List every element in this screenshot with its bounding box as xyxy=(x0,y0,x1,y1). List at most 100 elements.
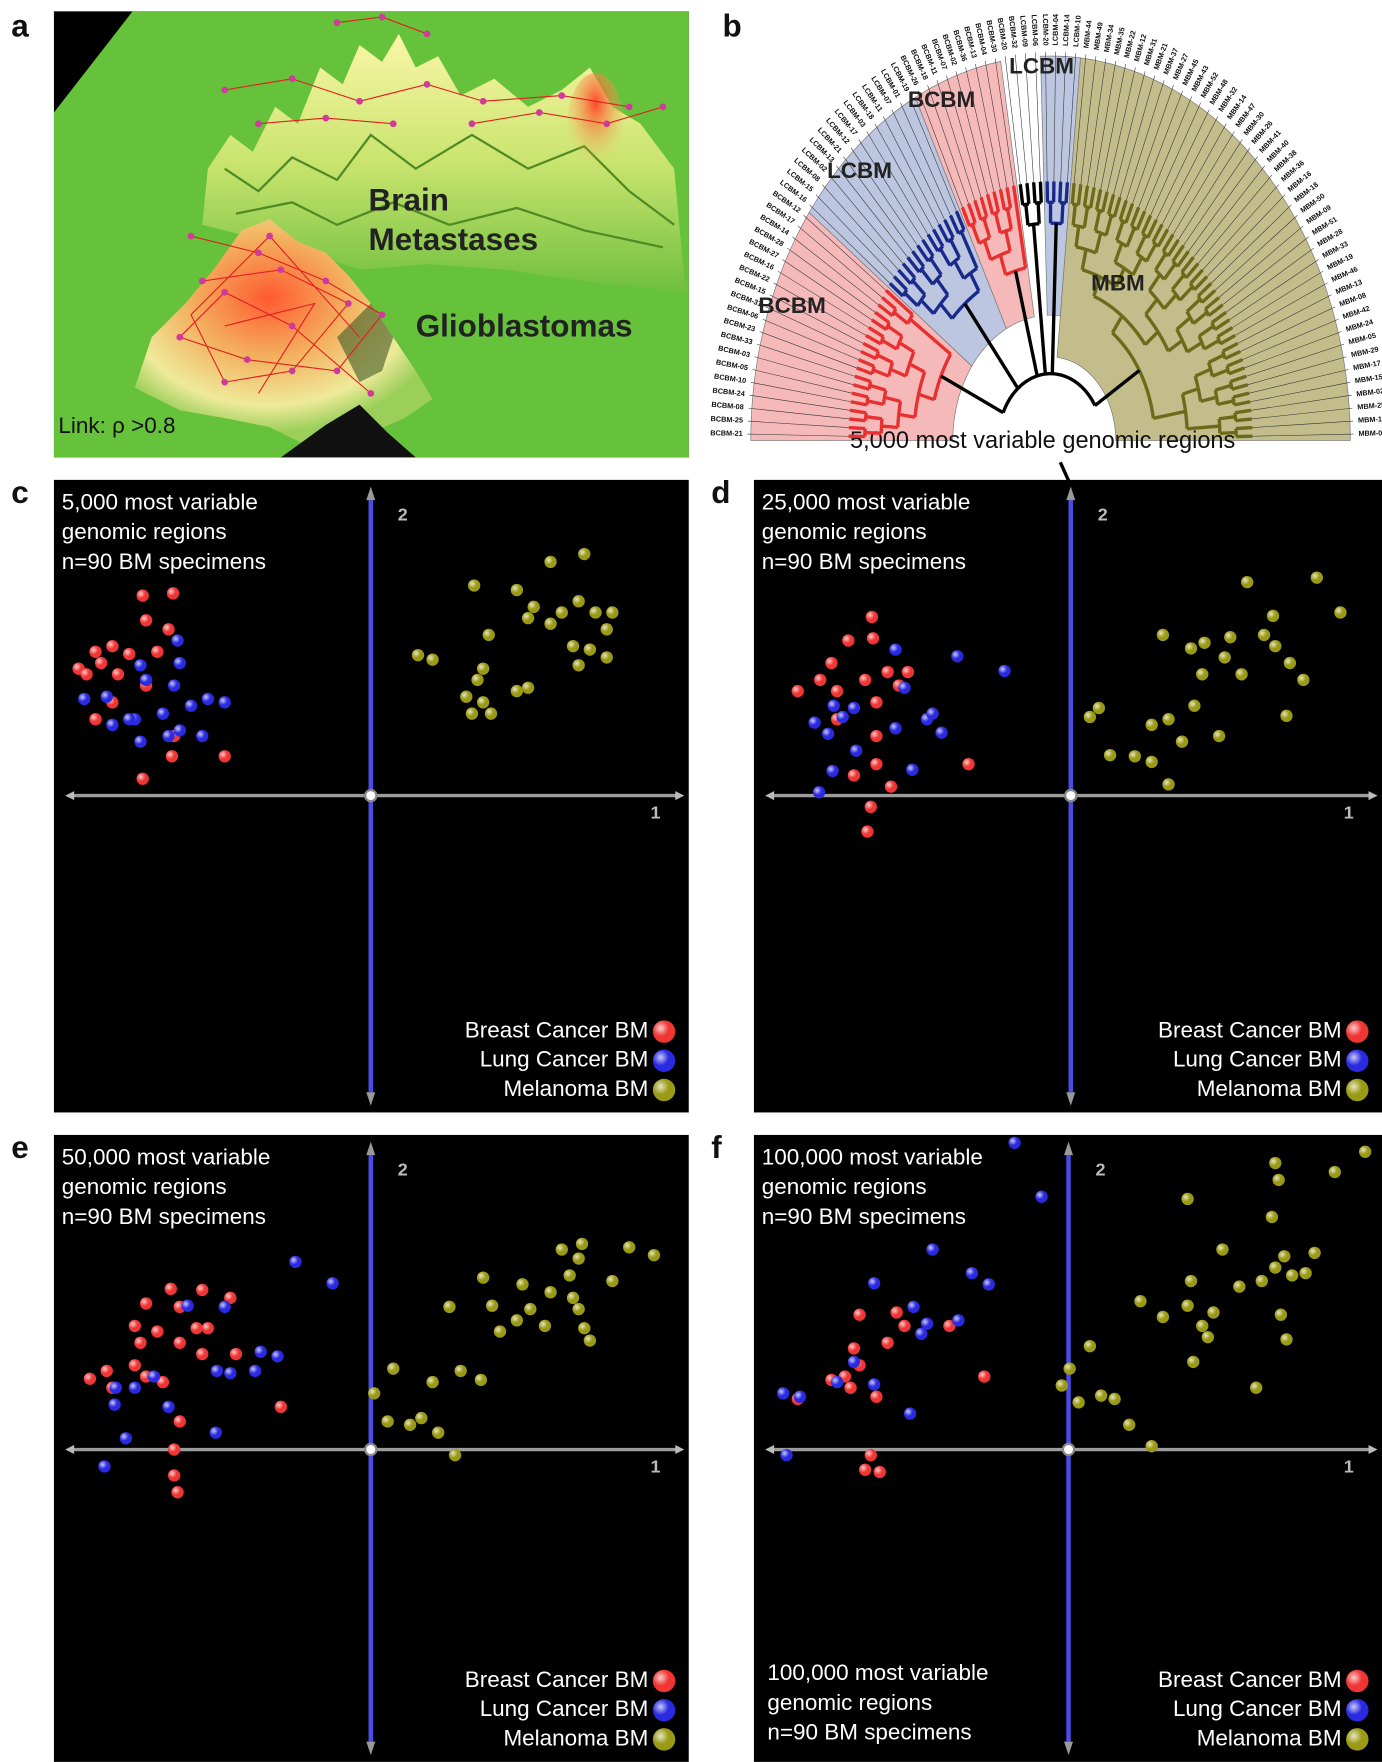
point-highlight xyxy=(174,657,186,669)
point-highlight xyxy=(1250,1382,1262,1394)
point-highlight xyxy=(1145,719,1157,731)
point-highlight xyxy=(1267,610,1279,622)
point-highlight xyxy=(889,643,901,655)
point-highlight xyxy=(466,707,478,719)
branch xyxy=(1003,374,1095,413)
point-highlight xyxy=(162,730,174,742)
point-highlight xyxy=(449,1449,461,1461)
branch xyxy=(1060,182,1061,203)
point-highlight xyxy=(572,1303,584,1315)
legend-label: Breast Cancer BM xyxy=(1158,1667,1342,1692)
point-highlight xyxy=(1256,1275,1268,1287)
point-highlight xyxy=(137,773,149,785)
x-axis-label: 1 xyxy=(651,802,661,822)
clade-label: BCBM xyxy=(758,293,825,318)
point-highlight xyxy=(387,1362,399,1374)
branch xyxy=(1027,183,1029,204)
point-highlight xyxy=(1269,640,1281,652)
point-highlight xyxy=(926,707,938,719)
legend-highlight xyxy=(1346,1670,1368,1692)
panel-letter: d xyxy=(711,475,730,510)
branch xyxy=(849,419,865,421)
branch xyxy=(1034,224,1046,374)
point-highlight xyxy=(1145,1440,1157,1452)
leaf-label: BCBM-05 xyxy=(715,357,749,372)
point-highlight xyxy=(861,825,873,837)
point-highlight xyxy=(224,1367,236,1379)
point-highlight xyxy=(889,722,901,734)
point-highlight xyxy=(412,649,424,661)
point-highlight xyxy=(1297,674,1309,686)
point-highlight xyxy=(794,1391,806,1403)
point-highlight xyxy=(1299,1267,1311,1279)
point-highlight xyxy=(1185,1275,1197,1287)
point-highlight xyxy=(1284,657,1296,669)
point-highlight xyxy=(522,612,534,624)
point-highlight xyxy=(567,640,579,652)
point-highlight xyxy=(1063,1362,1075,1374)
point-highlight xyxy=(904,1407,916,1419)
point-highlight xyxy=(140,674,152,686)
point-highlight xyxy=(151,1325,163,1337)
point-highlight xyxy=(859,1464,871,1476)
point-highlight xyxy=(166,750,178,762)
point-highlight xyxy=(584,1334,596,1346)
point-highlight xyxy=(1196,668,1208,680)
annotation: 25,000 most variable xyxy=(762,489,971,514)
point-highlight xyxy=(106,719,118,731)
point-highlight xyxy=(168,1469,180,1481)
branch xyxy=(1034,182,1035,203)
branch xyxy=(1040,182,1041,203)
point-highlight xyxy=(584,643,596,655)
annotation: 100,000 most variable xyxy=(767,1660,988,1685)
point-highlight xyxy=(837,711,849,723)
dendrogram-caption: 5,000 most variable genomic regions xyxy=(850,427,1235,453)
point-highlight xyxy=(511,584,523,596)
point-highlight xyxy=(477,696,489,708)
origin xyxy=(1065,790,1076,801)
leaf-label: LCBM-04 xyxy=(1051,13,1061,46)
leaf-label: BCBM-03 xyxy=(717,343,751,359)
legend-highlight xyxy=(653,1699,675,1721)
point-highlight xyxy=(578,548,590,560)
origin xyxy=(1063,1444,1074,1455)
point-highlight xyxy=(1334,606,1346,618)
point-highlight xyxy=(1308,1247,1320,1259)
point-highlight xyxy=(848,1342,860,1354)
point-highlight xyxy=(1275,1309,1287,1321)
point-highlight xyxy=(850,744,862,756)
leaf-label: BCBM-21 xyxy=(710,428,743,438)
point-highlight xyxy=(983,1278,995,1290)
point-highlight xyxy=(1187,1356,1199,1368)
point-highlight xyxy=(98,1460,110,1472)
legend-highlight xyxy=(653,1670,675,1692)
point-highlight xyxy=(185,700,197,712)
point-highlight xyxy=(219,1301,231,1313)
legend-highlight xyxy=(1346,1050,1368,1072)
leaf-label: MBM-06 xyxy=(1358,428,1382,437)
branch xyxy=(1236,419,1252,421)
point-highlight xyxy=(870,730,882,742)
point-highlight xyxy=(623,1241,635,1253)
point-highlight xyxy=(196,1348,208,1360)
point-highlight xyxy=(1269,1157,1281,1169)
point-highlight xyxy=(1157,629,1169,641)
leaf-label: MBM-02 xyxy=(1356,386,1382,398)
legend-label: Lung Cancer BM xyxy=(1173,1047,1342,1072)
point-highlight xyxy=(426,1376,438,1388)
figure: a Brain Metastases Glioblastomas Link: ρ… xyxy=(0,0,1382,1762)
point-highlight xyxy=(1359,1146,1371,1158)
clade-label: LCBM xyxy=(1009,53,1074,78)
point-highlight xyxy=(174,1337,186,1349)
point-highlight xyxy=(907,1301,919,1313)
point-highlight xyxy=(870,758,882,770)
branch xyxy=(881,426,897,427)
legend-highlight xyxy=(653,1050,675,1072)
point-highlight xyxy=(108,1398,120,1410)
point-highlight xyxy=(978,1370,990,1382)
leaf-label: LCBM-06 xyxy=(1030,14,1041,46)
point-highlight xyxy=(814,674,826,686)
point-highlight xyxy=(1123,1419,1135,1431)
branch xyxy=(865,433,881,434)
